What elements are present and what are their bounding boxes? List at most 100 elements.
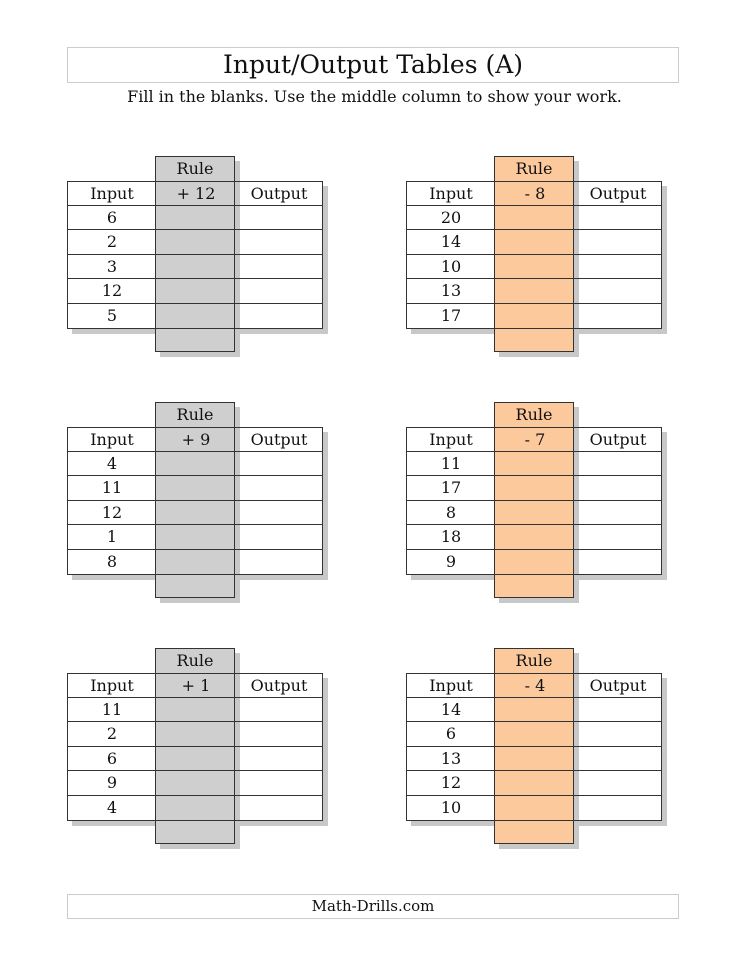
output-blank[interactable] bbox=[575, 501, 661, 525]
table-row: 4 bbox=[67, 451, 323, 477]
output-blank[interactable] bbox=[575, 525, 661, 549]
output-blank[interactable] bbox=[575, 698, 661, 722]
output-blank[interactable] bbox=[575, 230, 661, 254]
work-cell[interactable] bbox=[495, 747, 575, 771]
work-cell[interactable] bbox=[156, 525, 236, 549]
work-cell[interactable] bbox=[156, 501, 236, 525]
work-cell[interactable] bbox=[156, 279, 236, 303]
output-blank[interactable] bbox=[236, 279, 322, 303]
work-cell[interactable] bbox=[156, 698, 236, 722]
output-blank[interactable] bbox=[236, 206, 322, 230]
io-table: Rule Input + 9 Output 4 11 12 1 8 bbox=[67, 402, 337, 607]
output-blank[interactable] bbox=[236, 230, 322, 254]
output-blank[interactable] bbox=[575, 255, 661, 279]
work-cell[interactable] bbox=[156, 304, 236, 328]
rule-header: Rule bbox=[176, 651, 214, 670]
output-blank[interactable] bbox=[575, 206, 661, 230]
header-row: Input + 9 Output bbox=[67, 427, 323, 452]
table-row: 12 bbox=[406, 771, 662, 796]
table-row: 18 bbox=[406, 525, 662, 550]
output-blank[interactable] bbox=[575, 747, 661, 771]
output-blank[interactable] bbox=[236, 476, 322, 500]
output-blank[interactable] bbox=[236, 255, 322, 279]
io-table: Rule Input + 1 Output 11 2 6 9 4 bbox=[67, 648, 337, 853]
rule-value: - 4 bbox=[524, 676, 546, 695]
rule-header: Rule bbox=[176, 405, 214, 424]
work-cell[interactable] bbox=[156, 452, 236, 476]
work-cell[interactable] bbox=[495, 771, 575, 795]
input-value: 17 bbox=[440, 306, 462, 325]
table-row: 11 bbox=[67, 697, 323, 723]
work-cell[interactable] bbox=[495, 698, 575, 722]
output-blank[interactable] bbox=[575, 796, 661, 820]
output-header: Output bbox=[250, 184, 308, 203]
output-blank[interactable] bbox=[236, 796, 322, 820]
output-header: Output bbox=[589, 676, 647, 695]
output-blank[interactable] bbox=[236, 771, 322, 795]
rule-header: Rule bbox=[515, 405, 553, 424]
input-value: 2 bbox=[106, 232, 118, 252]
io-table: Rule Input - 8 Output 20 14 10 13 17 bbox=[406, 156, 676, 361]
output-blank[interactable] bbox=[236, 747, 322, 771]
table-row: 2 bbox=[67, 722, 323, 747]
footer-site: Math-Drills.com bbox=[67, 894, 679, 919]
work-cell[interactable] bbox=[495, 279, 575, 303]
table-row: 14 bbox=[406, 697, 662, 723]
input-value: 14 bbox=[440, 232, 462, 252]
output-blank[interactable] bbox=[236, 722, 322, 746]
input-header: Input bbox=[90, 430, 134, 449]
output-blank[interactable] bbox=[236, 550, 322, 574]
work-cell[interactable] bbox=[495, 255, 575, 279]
work-cell[interactable] bbox=[156, 747, 236, 771]
header-row: Input + 12 Output bbox=[67, 181, 323, 206]
output-blank[interactable] bbox=[575, 279, 661, 303]
table-row: 13 bbox=[406, 746, 662, 772]
table-row: 2 bbox=[67, 230, 323, 255]
work-cell[interactable] bbox=[156, 771, 236, 795]
work-cell[interactable] bbox=[495, 476, 575, 500]
input-value: 1 bbox=[106, 527, 118, 547]
input-value: 11 bbox=[101, 478, 123, 498]
work-cell[interactable] bbox=[156, 796, 236, 820]
output-blank[interactable] bbox=[575, 722, 661, 746]
output-blank[interactable] bbox=[236, 452, 322, 476]
table-row: 4 bbox=[67, 796, 323, 821]
output-blank[interactable] bbox=[236, 698, 322, 722]
output-blank[interactable] bbox=[236, 525, 322, 549]
input-header: Input bbox=[429, 430, 473, 449]
rule-value: + 9 bbox=[181, 430, 211, 449]
work-cell[interactable] bbox=[156, 722, 236, 746]
work-cell[interactable] bbox=[495, 501, 575, 525]
output-blank[interactable] bbox=[575, 452, 661, 476]
work-cell[interactable] bbox=[495, 206, 575, 230]
work-cell[interactable] bbox=[156, 476, 236, 500]
work-cell[interactable] bbox=[495, 304, 575, 328]
output-blank[interactable] bbox=[575, 304, 661, 328]
work-cell[interactable] bbox=[156, 206, 236, 230]
input-header: Input bbox=[429, 676, 473, 695]
output-blank[interactable] bbox=[575, 550, 661, 574]
input-value: 10 bbox=[440, 798, 462, 817]
table-row: 14 bbox=[406, 230, 662, 255]
output-blank[interactable] bbox=[236, 304, 322, 328]
work-cell[interactable] bbox=[495, 525, 575, 549]
header-row: Input - 4 Output bbox=[406, 673, 662, 698]
input-value: 13 bbox=[440, 281, 462, 301]
input-value: 8 bbox=[445, 502, 457, 522]
work-cell[interactable] bbox=[495, 796, 575, 820]
work-cell[interactable] bbox=[495, 550, 575, 574]
rule-value: - 8 bbox=[524, 184, 546, 203]
input-value: 12 bbox=[101, 502, 123, 522]
input-value: 6 bbox=[445, 724, 457, 744]
work-cell[interactable] bbox=[495, 452, 575, 476]
output-blank[interactable] bbox=[575, 476, 661, 500]
table-row: 6 bbox=[406, 722, 662, 747]
work-cell[interactable] bbox=[495, 722, 575, 746]
output-blank[interactable] bbox=[236, 501, 322, 525]
rule-header: Rule bbox=[176, 159, 214, 178]
output-blank[interactable] bbox=[575, 771, 661, 795]
work-cell[interactable] bbox=[495, 230, 575, 254]
work-cell[interactable] bbox=[156, 230, 236, 254]
work-cell[interactable] bbox=[156, 255, 236, 279]
work-cell[interactable] bbox=[156, 550, 236, 574]
